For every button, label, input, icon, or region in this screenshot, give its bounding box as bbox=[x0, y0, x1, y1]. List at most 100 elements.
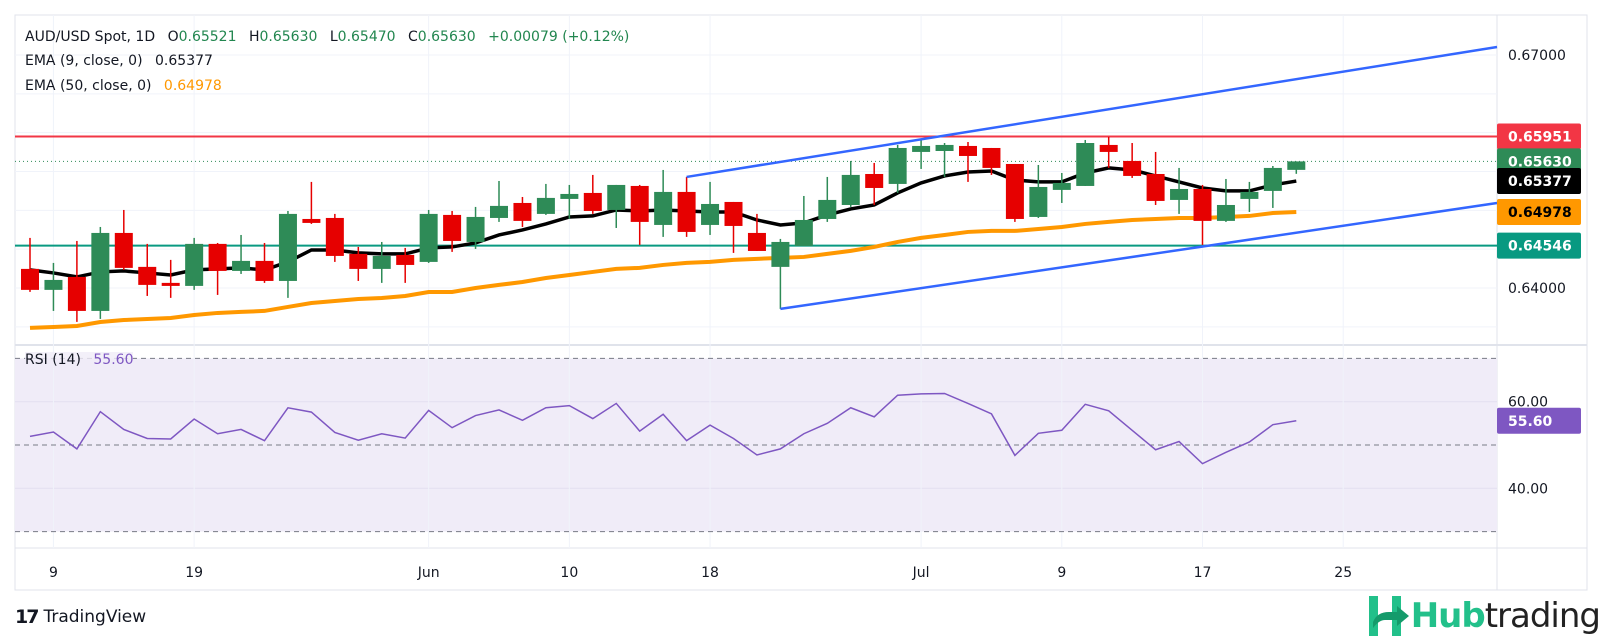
price-tick-label: 0.64000 bbox=[1508, 281, 1566, 297]
candle-body bbox=[138, 266, 157, 285]
candle-body bbox=[161, 282, 180, 286]
candle[interactable] bbox=[1240, 181, 1259, 212]
ema50-line[interactable] bbox=[29, 210, 1297, 330]
candle[interactable] bbox=[490, 180, 508, 222]
resistance-price-badge: 0.65951 bbox=[1508, 129, 1572, 145]
candle[interactable] bbox=[841, 160, 860, 207]
candle[interactable] bbox=[1216, 178, 1235, 222]
candle-body bbox=[513, 202, 532, 221]
candle-body bbox=[818, 199, 837, 219]
candle-body bbox=[982, 147, 1001, 168]
candle[interactable] bbox=[443, 210, 462, 252]
candle[interactable] bbox=[536, 183, 555, 215]
ema9-legend[interactable]: EMA (9, close, 0) 0.65377 bbox=[25, 53, 213, 69]
candle[interactable] bbox=[1146, 151, 1165, 205]
candle[interactable] bbox=[794, 195, 813, 246]
candle[interactable] bbox=[865, 162, 884, 205]
candle[interactable] bbox=[912, 139, 931, 169]
trendline[interactable] bbox=[686, 45, 1498, 179]
candle-body bbox=[1263, 167, 1282, 191]
candle[interactable] bbox=[185, 237, 204, 290]
hubtrading-logo: Hub trading bbox=[1367, 594, 1601, 638]
time-tick-label: Jul bbox=[912, 565, 930, 581]
price-change: +0.00079 (+0.12%) bbox=[488, 29, 630, 45]
rsi-value-badge-bg bbox=[1497, 407, 1581, 434]
candle-body bbox=[1076, 143, 1095, 186]
candle[interactable] bbox=[372, 241, 391, 283]
rsi-tick-label: 60.00 bbox=[1508, 395, 1548, 411]
candle-body bbox=[185, 243, 204, 286]
ohlc-close-key: C bbox=[408, 29, 418, 45]
candle[interactable] bbox=[1123, 143, 1142, 178]
candle[interactable] bbox=[1287, 161, 1306, 174]
candle-body bbox=[1146, 173, 1165, 201]
candle[interactable] bbox=[677, 176, 696, 237]
candle[interactable] bbox=[44, 262, 63, 311]
candle[interactable] bbox=[255, 242, 274, 283]
candle[interactable] bbox=[21, 237, 39, 292]
candle-body bbox=[419, 213, 438, 262]
candle[interactable] bbox=[1076, 139, 1095, 186]
candle[interactable] bbox=[654, 169, 673, 237]
candle[interactable] bbox=[724, 201, 743, 253]
candle[interactable] bbox=[466, 206, 485, 249]
candle[interactable] bbox=[161, 259, 180, 298]
candle-body bbox=[771, 241, 790, 267]
ema9-price-badge: 0.65377 bbox=[1508, 174, 1572, 190]
candle[interactable] bbox=[771, 238, 790, 309]
candle-body bbox=[466, 216, 485, 242]
chart-frame bbox=[14, 14, 1588, 591]
support-price-badge-bg bbox=[1497, 232, 1581, 259]
candle[interactable] bbox=[888, 144, 907, 193]
trendline[interactable] bbox=[780, 201, 1498, 311]
candle-body bbox=[1005, 163, 1024, 219]
candle-body bbox=[232, 260, 251, 271]
candle[interactable] bbox=[818, 176, 837, 222]
rsi-line[interactable] bbox=[29, 392, 1297, 465]
ohlc-low-key: L bbox=[329, 29, 338, 45]
candle[interactable] bbox=[982, 147, 1001, 175]
candle[interactable] bbox=[513, 196, 532, 227]
tradingview-logo[interactable]: 17 TradingView bbox=[15, 606, 146, 628]
candle[interactable] bbox=[1263, 165, 1282, 208]
candle[interactable] bbox=[278, 210, 297, 298]
candle[interactable] bbox=[302, 181, 321, 224]
candle[interactable] bbox=[67, 240, 86, 322]
candle[interactable] bbox=[1170, 167, 1189, 214]
ema50-label: EMA (50, close, 0) bbox=[25, 78, 152, 94]
candle[interactable] bbox=[1193, 184, 1212, 245]
candle[interactable] bbox=[747, 213, 766, 251]
candle[interactable] bbox=[583, 174, 602, 214]
candle[interactable] bbox=[959, 141, 977, 182]
candle-body bbox=[794, 219, 813, 246]
last-price-badge-bg bbox=[1497, 148, 1581, 175]
candle-body bbox=[1170, 188, 1189, 200]
candle[interactable] bbox=[1005, 163, 1024, 222]
time-tick-label: 9 bbox=[1057, 565, 1066, 581]
candle[interactable] bbox=[1099, 136, 1118, 168]
rsi-value: 55.60 bbox=[93, 352, 134, 368]
candle-body bbox=[1029, 186, 1048, 217]
candle[interactable] bbox=[114, 209, 133, 270]
rsi-legend[interactable]: RSI (14) 55.60 bbox=[25, 352, 134, 368]
candle[interactable] bbox=[607, 184, 626, 228]
candle[interactable] bbox=[419, 209, 438, 263]
candle-body bbox=[724, 201, 743, 226]
candle[interactable] bbox=[91, 226, 110, 319]
candle[interactable] bbox=[630, 184, 649, 245]
candle[interactable] bbox=[232, 234, 251, 274]
candle-body bbox=[1052, 182, 1071, 190]
candle[interactable] bbox=[208, 242, 227, 295]
candle[interactable] bbox=[1052, 172, 1071, 203]
candle[interactable] bbox=[349, 246, 368, 281]
candle[interactable] bbox=[138, 243, 157, 296]
candle[interactable] bbox=[1029, 164, 1048, 218]
candle[interactable] bbox=[701, 181, 720, 235]
candle[interactable] bbox=[396, 247, 415, 283]
candle[interactable] bbox=[325, 213, 344, 262]
time-tick-label: 18 bbox=[701, 565, 719, 581]
candle[interactable] bbox=[935, 143, 954, 177]
candle[interactable] bbox=[560, 184, 579, 219]
ema50-legend[interactable]: EMA (50, close, 0) 0.64978 bbox=[25, 78, 222, 94]
